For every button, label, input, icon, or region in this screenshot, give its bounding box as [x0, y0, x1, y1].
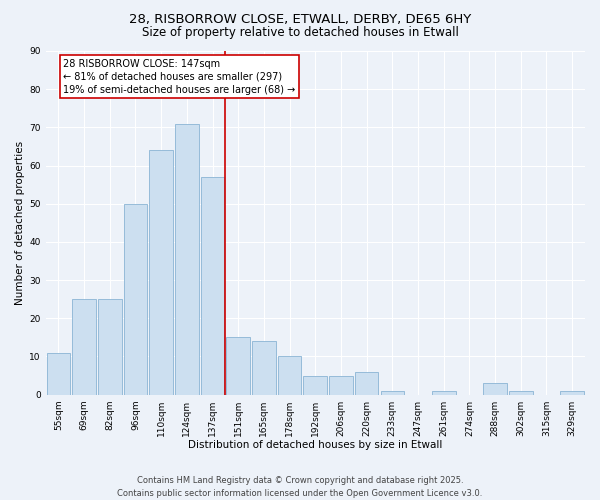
Bar: [226, 338, 250, 394]
Bar: [252, 341, 276, 394]
Bar: [72, 299, 96, 394]
Bar: [355, 372, 379, 394]
X-axis label: Distribution of detached houses by size in Etwall: Distribution of detached houses by size …: [188, 440, 442, 450]
Bar: [149, 150, 173, 394]
Bar: [124, 204, 147, 394]
Bar: [175, 124, 199, 394]
Bar: [560, 391, 584, 394]
Bar: [380, 391, 404, 394]
Y-axis label: Number of detached properties: Number of detached properties: [15, 140, 25, 305]
Bar: [304, 376, 327, 394]
Bar: [98, 299, 122, 394]
Bar: [509, 391, 533, 394]
Bar: [200, 177, 224, 394]
Text: 28, RISBORROW CLOSE, ETWALL, DERBY, DE65 6HY: 28, RISBORROW CLOSE, ETWALL, DERBY, DE65…: [129, 12, 471, 26]
Text: Size of property relative to detached houses in Etwall: Size of property relative to detached ho…: [142, 26, 458, 39]
Bar: [432, 391, 455, 394]
Text: Contains HM Land Registry data © Crown copyright and database right 2025.
Contai: Contains HM Land Registry data © Crown c…: [118, 476, 482, 498]
Bar: [483, 383, 507, 394]
Text: 28 RISBORROW CLOSE: 147sqm
← 81% of detached houses are smaller (297)
19% of sem: 28 RISBORROW CLOSE: 147sqm ← 81% of deta…: [63, 58, 295, 95]
Bar: [47, 352, 70, 395]
Bar: [329, 376, 353, 394]
Bar: [278, 356, 301, 395]
